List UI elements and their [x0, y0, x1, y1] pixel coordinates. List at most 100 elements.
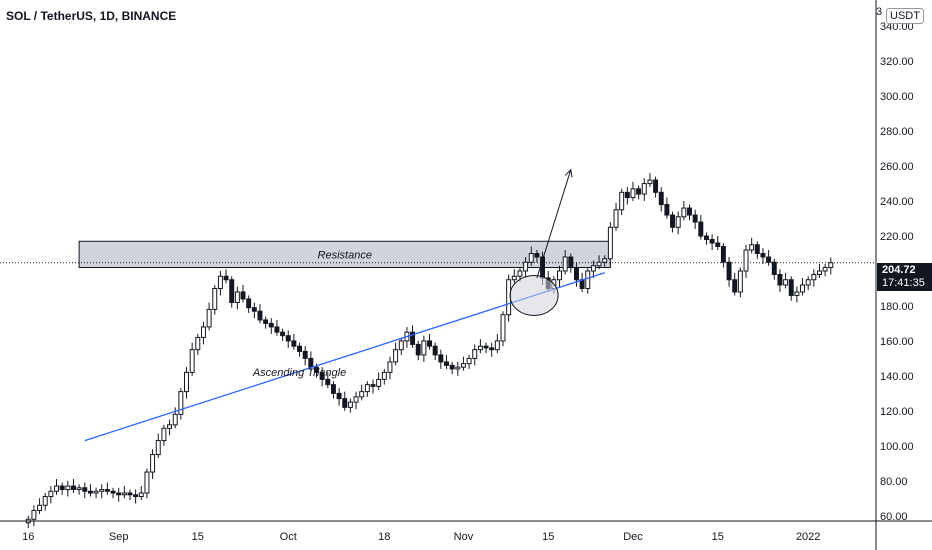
candle-down [489, 347, 495, 351]
candle-up [517, 270, 523, 277]
candle-up [602, 258, 608, 263]
candle-down [308, 357, 314, 368]
candle-up [172, 413, 178, 426]
symbol-title[interactable]: SOL / TetherUS, 1D, BINANCE [6, 9, 177, 23]
price-tick-label: 120.00 [880, 406, 914, 418]
price-tick-label: 320.00 [880, 56, 914, 68]
candle-up [200, 326, 206, 338]
candle-up [681, 207, 687, 218]
candle-up [138, 492, 144, 498]
candle-up [477, 345, 483, 351]
candle-down [703, 235, 709, 241]
candle-down [229, 279, 235, 303]
candle-down [319, 371, 325, 380]
candle-down [297, 345, 303, 352]
candle-down [715, 242, 721, 248]
last-price-value: 204.72 [882, 264, 916, 276]
candle-down [534, 253, 540, 258]
candle-down [483, 345, 489, 349]
candle-down [766, 256, 772, 263]
currency-badge[interactable]: USDT [886, 8, 924, 24]
candle-up [76, 487, 82, 491]
price-tick-label: 340.00 [880, 21, 914, 33]
price-tick-label: 100.00 [880, 441, 914, 453]
candle-down [709, 239, 715, 244]
time-tick-label: 16 [22, 531, 34, 543]
candle-up [381, 371, 387, 380]
candle-down [573, 266, 579, 281]
time-tick-label: Dec [623, 531, 643, 543]
candle-down [127, 492, 133, 496]
candle-down [427, 340, 433, 347]
candle-down [342, 398, 348, 408]
candle-down [692, 214, 698, 223]
candle-up [65, 485, 71, 491]
candle-up [161, 427, 167, 442]
candle-up [234, 291, 240, 303]
candle-down [438, 354, 444, 363]
candle-up [393, 349, 399, 363]
candle-up [828, 262, 834, 268]
candle-up [347, 401, 353, 408]
candle-up [54, 485, 59, 492]
candle-up [783, 279, 789, 286]
price-tick-label: 240.00 [880, 196, 914, 208]
candle-up [630, 188, 636, 199]
candle-up [805, 279, 811, 286]
candle-up [523, 261, 529, 272]
candle-up [42, 496, 48, 506]
price-tick-label: 180.00 [880, 301, 914, 313]
highlight-circle [509, 274, 559, 316]
candle-down [670, 214, 676, 228]
triangle-label: Ascending Triangle [252, 367, 346, 379]
candle-up [206, 308, 212, 328]
candle-up [195, 336, 201, 351]
candle-up [511, 275, 517, 281]
projection-arrow-head [564, 168, 573, 178]
candle-down [257, 310, 263, 321]
candle-down [410, 331, 416, 345]
price-tick-label: 60.00 [880, 511, 908, 523]
candle-down [432, 345, 438, 356]
candle-down [314, 366, 319, 373]
projection-arrow [536, 169, 572, 279]
candle-down [223, 275, 229, 281]
candle-up [421, 340, 427, 356]
time-tick-label: Oct [280, 531, 297, 543]
candle-up [364, 384, 370, 393]
candle-up [353, 396, 359, 403]
last-price-tag: 204.72 17:41:35 [877, 263, 932, 291]
candle-up [212, 287, 218, 310]
axis-cut-label: 3 [876, 6, 883, 18]
time-tick-label: 15 [542, 531, 554, 543]
candle-up [184, 371, 189, 393]
candle-down [240, 291, 246, 300]
resistance-label: Resistance [318, 249, 372, 261]
candle-up [472, 349, 478, 359]
candle-up [144, 471, 150, 494]
candle-down [82, 487, 88, 492]
candle-up [455, 366, 461, 370]
candle-up [48, 490, 54, 498]
candle-down [653, 179, 659, 193]
candle-up [794, 291, 800, 296]
candle-down [110, 490, 116, 494]
candle-down [732, 279, 738, 293]
candle-up [150, 454, 156, 473]
candle-up [557, 270, 562, 281]
candle-down [251, 307, 257, 312]
candle-down [664, 204, 670, 216]
bar-countdown: 17:41:35 [882, 277, 925, 289]
candle-up [613, 209, 619, 228]
price-tick-label: 280.00 [880, 126, 914, 138]
candle-up [500, 314, 506, 342]
candle-down [116, 492, 122, 496]
candle-down [771, 261, 777, 275]
price-tick-label: 140.00 [880, 371, 914, 383]
candle-up [743, 249, 749, 272]
candle-up [494, 340, 500, 351]
candle-down [302, 350, 308, 359]
candle-down [449, 364, 455, 370]
price-tick-label: 220.00 [880, 231, 914, 243]
